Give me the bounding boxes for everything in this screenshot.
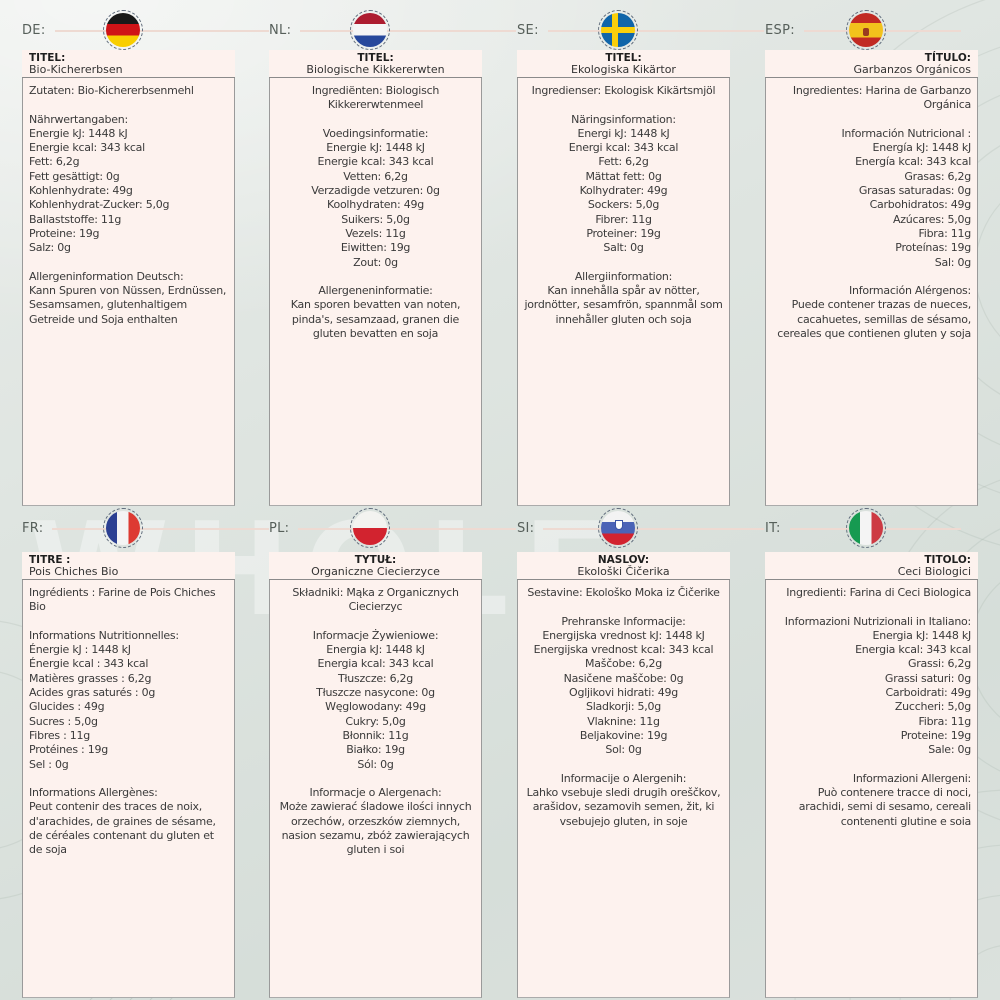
label-body-text: Sestavine: Ekološko Moka iz Čičerike Pre…	[517, 580, 730, 998]
language-code-label: NL:	[269, 23, 292, 38]
panel-it-header: IT:	[765, 506, 961, 548]
label-body-text: Ingredienser: Ekologisk Kikärtsmjöl Näri…	[517, 78, 730, 506]
panel-esp-header: ESP:	[765, 8, 961, 50]
flag-ring	[103, 508, 143, 548]
spain-flag-icon	[849, 13, 883, 47]
label-body-text: Ingredientes: Harina de Garbanzo Orgánic…	[765, 78, 978, 506]
title-box: TÍTULO: Garbanzos Orgánicos	[765, 50, 978, 78]
sweden-flag-icon	[601, 13, 635, 47]
panel-nl: NL: TITEL: Biologische Kikkererwten Ingr…	[269, 8, 516, 506]
panel-si: SI: NASLOV: Ekološki Čičerika Sestavine:…	[517, 506, 764, 998]
header-rule	[300, 29, 516, 32]
title-label: TITEL:	[357, 52, 394, 64]
language-code-label: DE:	[22, 23, 46, 38]
flag-ring	[598, 10, 638, 50]
flag-ring	[350, 508, 390, 548]
flag-ring	[103, 10, 143, 50]
poland-flag-icon	[353, 511, 387, 545]
panel-se-header: SE:	[517, 8, 764, 50]
title-box: TITEL: Biologische Kikkererwten	[269, 50, 482, 78]
slovenia-coat-of-arms	[614, 519, 623, 530]
germany-flag-icon	[106, 13, 140, 47]
label-card: TÍTULO: Garbanzos Orgánicos Ingredientes…	[765, 50, 978, 506]
panel-de-header: DE:	[22, 8, 269, 50]
panel-fr-header: FR:	[22, 506, 269, 548]
product-title: Ekologiska Kikärtor	[571, 63, 676, 76]
flag-ring	[846, 10, 886, 50]
language-code-label: SE:	[517, 23, 539, 38]
title-label: TITRE :	[29, 554, 71, 566]
product-title: Bio-Kichererbsen	[29, 63, 123, 76]
panel-se: SE: TITEL: Ekologiska Kikärtor Ingredien…	[517, 8, 764, 506]
label-card: TITEL: Bio-Kichererbsen Zutaten: Bio-Kic…	[22, 50, 235, 506]
title-label: TITEL:	[29, 52, 66, 64]
header-rule	[298, 527, 516, 530]
title-label: TÍTULO:	[924, 52, 971, 64]
label-body-text: Składniki: Mąka z Organicznych Ciecierzy…	[269, 580, 482, 998]
language-code-label: PL:	[269, 521, 290, 536]
title-label: TITEL:	[605, 52, 642, 64]
header-rule	[543, 527, 764, 530]
title-box: TITOLO: Ceci Biologici	[765, 552, 978, 580]
italy-flag-icon	[849, 511, 883, 545]
spain-coat-of-arms	[862, 27, 869, 36]
flag-ring	[598, 508, 638, 548]
panel-si-header: SI:	[517, 506, 764, 548]
panel-esp: ESP: TÍTULO: Garbanzos Orgánicos Ingredi…	[765, 8, 978, 506]
label-body-text: Zutaten: Bio-Kichererbsenmehl Nährwertan…	[22, 78, 235, 506]
label-card: TYTUŁ: Organiczne Ciecierzyce Składniki:…	[269, 552, 482, 998]
header-rule	[52, 527, 269, 530]
title-label: TYTUŁ:	[354, 554, 397, 566]
flag-ring	[846, 508, 886, 548]
title-box: TITEL: Bio-Kichererbsen	[22, 50, 235, 78]
label-card: TITRE : Pois Chiches Bio Ingrédients : F…	[22, 552, 235, 998]
product-title: Ekološki Čičerika	[577, 565, 670, 578]
panel-it: IT: TITOLO: Ceci Biologici Ingredienti: …	[765, 506, 978, 998]
panel-pl-header: PL:	[269, 506, 516, 548]
label-card: TITEL: Biologische Kikkererwten Ingredië…	[269, 50, 482, 506]
title-label: TITOLO:	[924, 554, 971, 566]
header-rule	[547, 29, 764, 32]
product-title: Ceci Biologici	[897, 565, 971, 578]
label-card: TITOLO: Ceci Biologici Ingredienti: Fari…	[765, 552, 978, 998]
netherlands-flag-icon	[353, 13, 387, 47]
product-title: Pois Chiches Bio	[29, 565, 119, 578]
panel-fr: FR: TITRE : Pois Chiches Bio Ingrédients…	[22, 506, 269, 998]
title-box: TITEL: Ekologiska Kikärtor	[517, 50, 730, 78]
language-code-label: ESP:	[765, 23, 795, 38]
language-code-label: SI:	[517, 521, 535, 536]
flag-ring	[350, 10, 390, 50]
language-code-label: IT:	[765, 521, 781, 536]
language-code-label: FR:	[22, 521, 44, 536]
panel-pl: PL: TYTUŁ: Organiczne Ciecierzyce Składn…	[269, 506, 516, 998]
title-box: TITRE : Pois Chiches Bio	[22, 552, 235, 580]
header-rule	[54, 29, 269, 32]
label-card: NASLOV: Ekološki Čičerika Sestavine: Eko…	[517, 552, 730, 998]
panel-nl-header: NL:	[269, 8, 516, 50]
product-title: Biologische Kikkererwten	[306, 63, 445, 76]
title-box: TYTUŁ: Organiczne Ciecierzyce	[269, 552, 482, 580]
product-title: Organiczne Ciecierzyce	[311, 565, 440, 578]
label-card: TITEL: Ekologiska Kikärtor Ingredienser:…	[517, 50, 730, 506]
label-body-text: Ingredienti: Farina di Ceci Biologica In…	[765, 580, 978, 998]
slovenia-flag-icon	[601, 511, 635, 545]
panel-de: DE: TITEL: Bio-Kichererbsen Zutaten: Bio…	[22, 8, 269, 506]
label-body-text: Ingrédients : Farine de Pois Chiches Bio…	[22, 580, 235, 998]
title-box: NASLOV: Ekološki Čičerika	[517, 552, 730, 580]
france-flag-icon	[106, 511, 140, 545]
product-title: Garbanzos Orgánicos	[853, 63, 971, 76]
label-body-text: Ingrediënten: Biologisch Kikkererwtenmee…	[269, 78, 482, 506]
title-label: NASLOV:	[597, 554, 650, 566]
